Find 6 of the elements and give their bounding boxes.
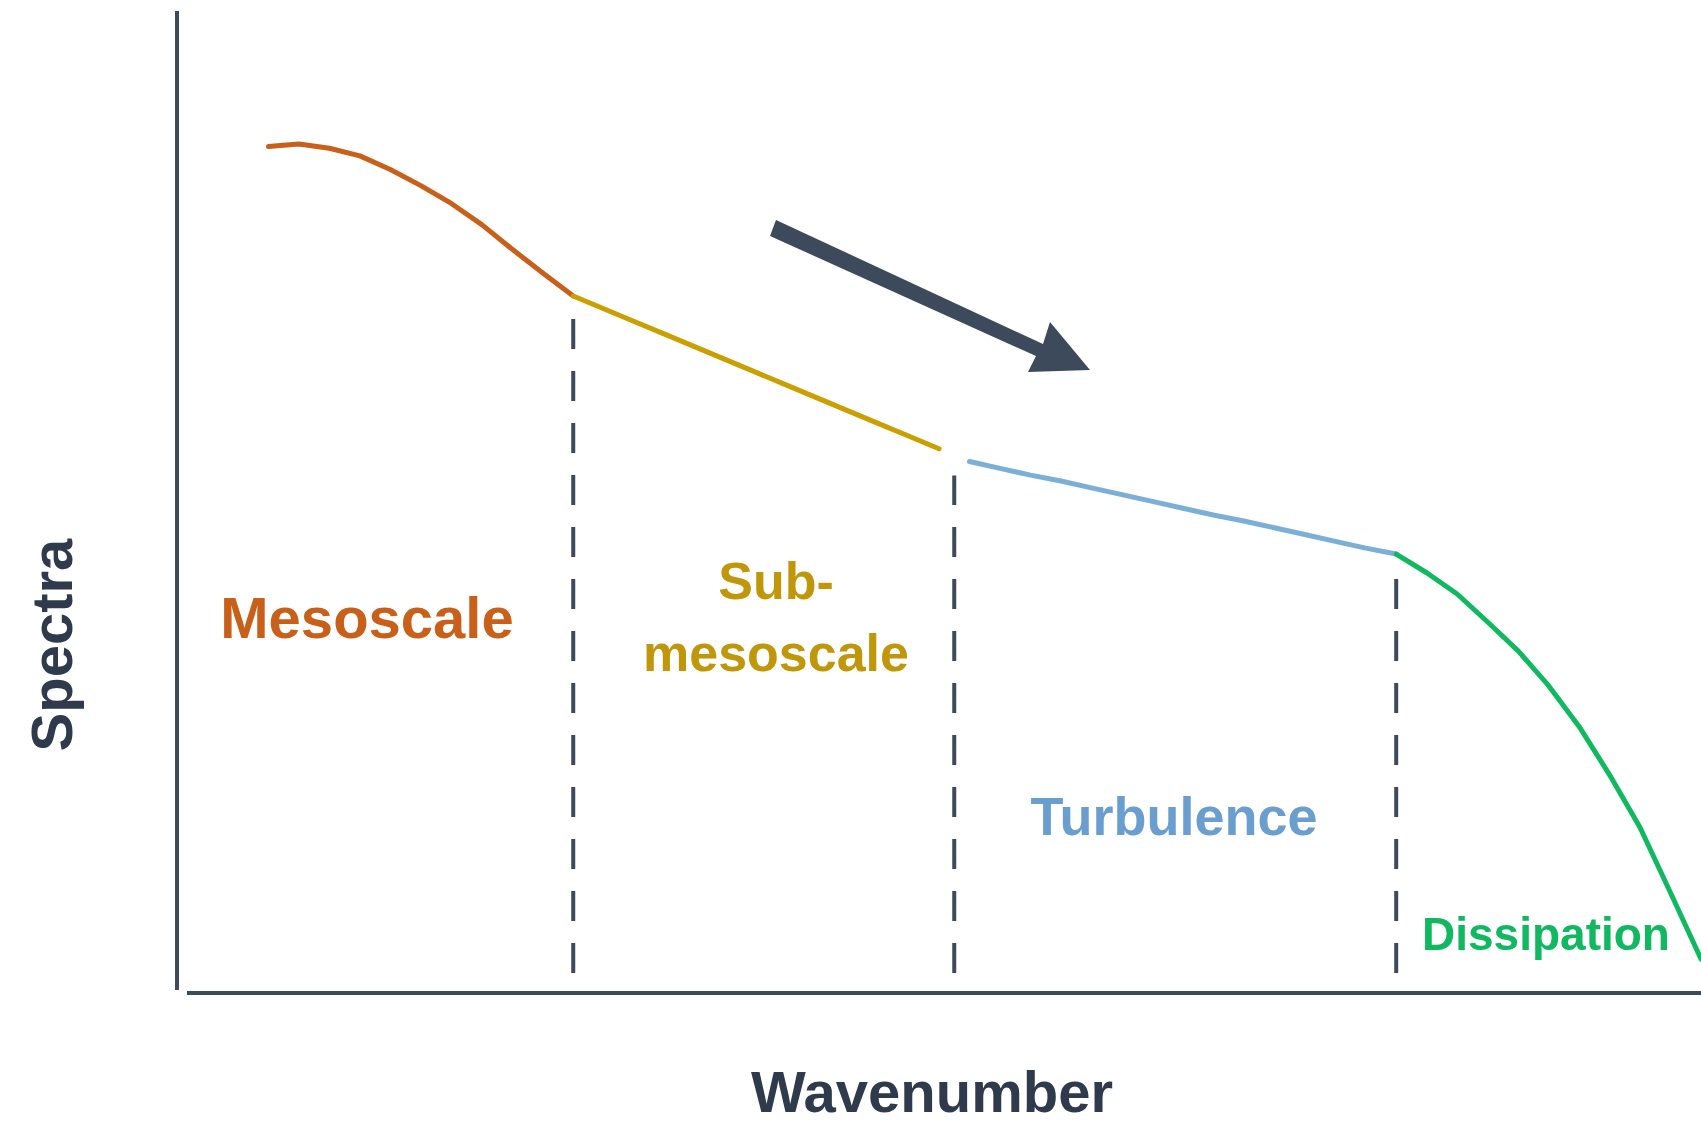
y-axis-title: Spectra [19,537,84,752]
x-axis-title: Wavenumber [750,1059,1114,1124]
series-label: Dissipation [1422,908,1670,960]
text: Mesoscale [220,585,514,650]
text: Sub-mesoscale [643,552,909,682]
text: Turbulence [1030,786,1318,846]
